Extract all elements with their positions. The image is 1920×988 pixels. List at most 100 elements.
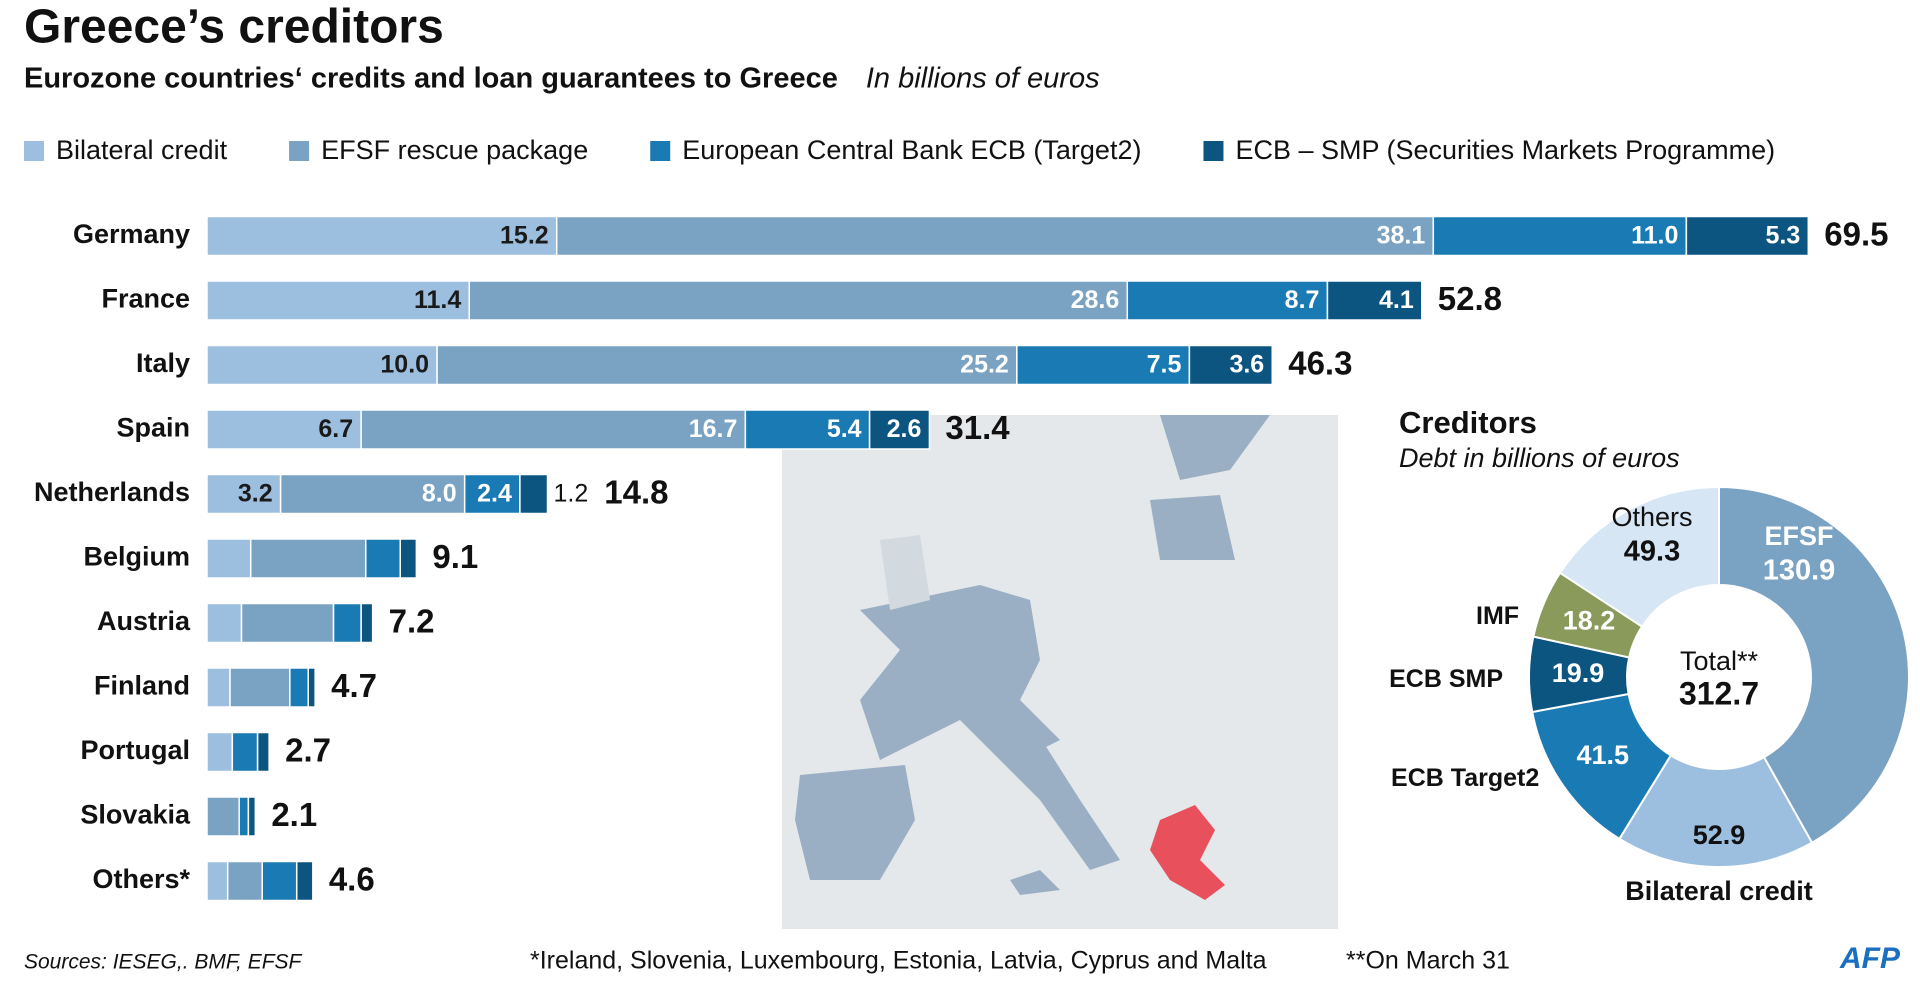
pie-center-value: 312.7	[1679, 675, 1759, 711]
category-label: Germany	[73, 219, 190, 249]
bar-segment	[261, 860, 298, 902]
category-label: Spain	[116, 413, 190, 443]
bar-segment	[1326, 280, 1423, 321]
pie-title: Creditors	[1399, 405, 1537, 440]
bar-segment	[206, 409, 362, 450]
map	[782, 415, 1338, 929]
value-label: 5.4	[827, 415, 862, 443]
value-label: 38.1	[1377, 222, 1426, 250]
footnote: *Ireland, Slovenia, Luxembourg, Estonia,…	[530, 947, 1267, 975]
value-label: 2.6	[887, 415, 922, 443]
bar-segment	[206, 215, 558, 257]
total-label: 2.1	[271, 796, 317, 833]
category-label: Slovakia	[80, 800, 191, 830]
pie-value: 18.2	[1563, 606, 1616, 636]
bar-segment	[229, 667, 291, 708]
footnote-2: **On March 31	[1346, 947, 1510, 975]
pie-subtitle: Debt in billions of euros	[1399, 443, 1680, 473]
legend-swatch	[24, 141, 44, 161]
pie-slice	[1718, 485, 1910, 845]
map-italy	[940, 690, 1120, 870]
logo: AFP	[1839, 942, 1901, 975]
bar-segment	[206, 796, 240, 837]
bar-segment	[307, 667, 316, 708]
bar-segment	[436, 344, 1018, 386]
unit-note: In billions of euros	[866, 63, 1100, 95]
bar-segment	[868, 409, 931, 450]
bar-segment	[289, 667, 309, 708]
legend-swatch	[650, 141, 671, 161]
bar-segment	[206, 280, 471, 321]
total-label: 69.5	[1824, 216, 1888, 253]
map-uk	[880, 535, 930, 610]
subtitle: Eurozone countries‘ credits and loan gua…	[24, 63, 838, 95]
bar-segment	[206, 602, 243, 644]
total-label: 2.7	[285, 732, 331, 769]
total-label: 7.2	[389, 603, 435, 640]
value-label: 3.6	[1229, 351, 1264, 379]
bar-segment	[231, 731, 259, 773]
category-label: Portugal	[80, 735, 190, 765]
bar-segment	[206, 731, 234, 773]
category-label: France	[101, 284, 190, 314]
bar-segment	[468, 280, 1129, 321]
map-finland	[1160, 415, 1270, 480]
bar-segment	[360, 602, 374, 644]
bar-segment	[206, 473, 282, 515]
pie-name: Others	[1611, 502, 1692, 532]
value-label: 6.7	[318, 415, 353, 443]
sources: Sources: IESEG,. BMF, EFSF	[24, 951, 303, 974]
legend-swatch	[1203, 141, 1224, 161]
bar-segment	[1188, 344, 1273, 386]
bar-segment	[240, 602, 335, 644]
bar-segment	[1126, 280, 1329, 321]
bar-segment	[332, 602, 362, 644]
legend-label: European Central Bank ECB (Target2)	[682, 135, 1141, 165]
map-greece	[1150, 805, 1225, 900]
total-label: 4.6	[329, 861, 375, 898]
bar-segment	[238, 796, 250, 837]
total-label: 46.3	[1288, 345, 1352, 382]
bar-segment	[399, 538, 418, 579]
pie-value: 49.3	[1624, 536, 1680, 568]
pie-value: 130.9	[1763, 555, 1836, 587]
bar-segment	[247, 796, 257, 837]
category-label: Italy	[136, 348, 190, 378]
bar-segment	[1685, 215, 1810, 257]
category-label: Netherlands	[34, 477, 190, 507]
value-label: 15.2	[500, 222, 549, 250]
legend-label: EFSF rescue package	[321, 135, 588, 165]
bar-segment	[364, 538, 402, 579]
value-label: 8.0	[422, 480, 457, 508]
value-label: 25.2	[960, 351, 1009, 379]
value-label: 7.5	[1147, 351, 1182, 379]
value-label: 28.6	[1071, 286, 1120, 314]
bar-segment	[206, 667, 231, 708]
bar-segment	[1016, 344, 1191, 386]
value-label: 3.2	[238, 480, 273, 508]
value-label: 8.7	[1285, 286, 1320, 314]
total-label: 52.8	[1438, 280, 1502, 317]
total-label: 14.8	[604, 474, 668, 511]
legend-label: Bilateral credit	[56, 135, 228, 165]
category-label: Others*	[92, 864, 190, 894]
category-label: Belgium	[83, 542, 190, 572]
value-label: 4.1	[1379, 286, 1414, 314]
pie-value: 52.9	[1693, 820, 1746, 850]
value-label: 2.4	[477, 480, 512, 508]
title: Greece’s creditors	[24, 1, 444, 54]
bar-segment	[295, 860, 314, 902]
category-label: Austria	[97, 606, 191, 636]
value-label: 16.7	[689, 415, 738, 443]
bar-segment	[463, 473, 521, 515]
map-baltics	[1150, 495, 1235, 560]
bar-segment	[256, 731, 270, 773]
legend-label: ECB – SMP (Securities Markets Programme)	[1235, 135, 1775, 165]
pie-value: 19.9	[1552, 658, 1605, 688]
value-label: 10.0	[380, 351, 429, 379]
pie-name: EFSF	[1764, 521, 1833, 551]
map-sicily	[1010, 870, 1060, 895]
bar-segment	[206, 860, 229, 902]
pie-name: Bilateral credit	[1625, 876, 1813, 906]
